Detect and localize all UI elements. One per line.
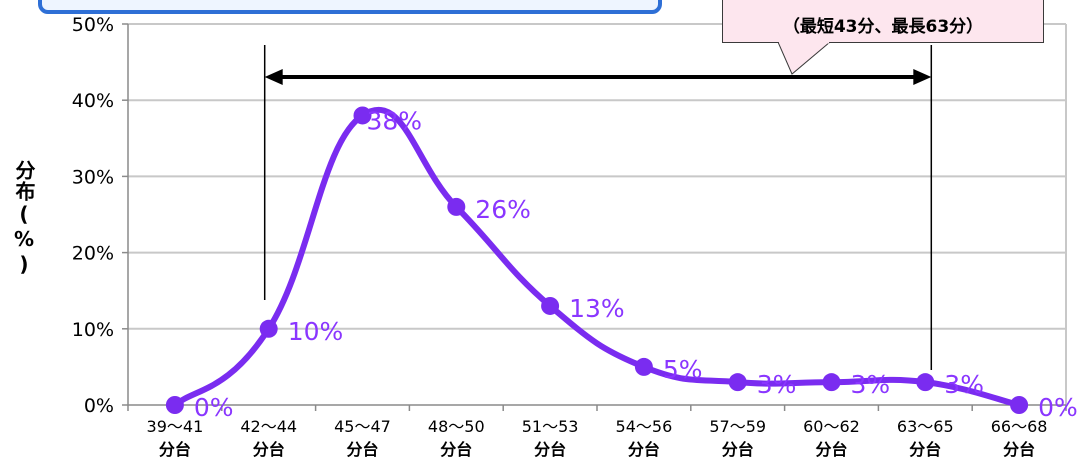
y-tick-label: 0%: [84, 395, 114, 417]
data-points: [165, 106, 1029, 414]
y-tick-label: 20%: [72, 243, 114, 265]
data-point: [822, 373, 841, 392]
x-tick-label: 63〜65 分台: [897, 417, 954, 459]
range-arrow: [263, 45, 933, 370]
data-label: 3%: [851, 370, 891, 399]
data-label: 10%: [288, 317, 344, 346]
data-point: [447, 197, 466, 216]
annotation-callout: （最短43分、最長63分）: [722, 0, 1044, 43]
x-tick-labels: 39〜41 分台 42〜44 分台 45〜47 分台 48〜50 分台 51〜53 分台 54〜56…: [147, 417, 1048, 459]
data-point: [353, 106, 372, 125]
x-tick-label: 45〜47 分台: [334, 417, 391, 459]
data-label: 0%: [194, 393, 234, 422]
data-point: [259, 319, 278, 338]
data-point: [541, 296, 560, 315]
y-tick-label: 10%: [72, 319, 114, 341]
y-axis-title-wrap: 分布(%): [10, 160, 36, 277]
x-tick-label: 39〜41 分台: [147, 417, 204, 459]
data-label: 13%: [569, 294, 625, 323]
data-label: 5%: [663, 355, 703, 384]
data-label: 3%: [757, 370, 797, 399]
data-point: [165, 396, 184, 414]
annotation-text: （最短43分、最長63分）: [782, 17, 984, 37]
data-label: 3%: [944, 370, 984, 399]
series-line: [173, 106, 1020, 408]
x-tick-label: 51〜53 分台: [522, 417, 579, 459]
annotation-callout-tail: [777, 42, 831, 75]
data-label: 26%: [475, 195, 531, 224]
y-tick-labels: 0% 10% 20% 30% 40% 50%: [72, 14, 114, 417]
data-label: 38%: [367, 106, 423, 135]
x-tick-label: 48〜50 分台: [428, 417, 485, 459]
data-label: 0%: [1038, 393, 1078, 422]
y-tick-label: 50%: [72, 14, 114, 36]
x-tick-label: 60〜62 分台: [803, 417, 860, 459]
data-point: [634, 357, 653, 376]
header-banner: [38, 0, 662, 14]
axes: [122, 23, 1067, 411]
x-tick-label: 66〜68 分台: [991, 417, 1048, 459]
range-arrow-head-left: [264, 69, 283, 85]
x-tick-label: 57〜59 分台: [709, 417, 766, 459]
series-path: [173, 106, 1020, 408]
data-point: [1010, 396, 1029, 414]
range-arrow-head-right: [913, 69, 932, 85]
y-axis-title: 分布(%): [12, 160, 36, 277]
data-point: [916, 373, 935, 392]
y-tick-label: 30%: [72, 166, 114, 188]
data-point: [728, 373, 747, 392]
gridlines: [128, 23, 1067, 405]
data-labels: 0% 10% 38% 26% 13% 5% 3% 3% 3% 0%: [194, 106, 1078, 422]
x-tick-label: 54〜56 分台: [616, 417, 673, 459]
y-tick-label: 40%: [72, 90, 114, 112]
x-tick-label: 42〜44 分台: [240, 417, 297, 459]
